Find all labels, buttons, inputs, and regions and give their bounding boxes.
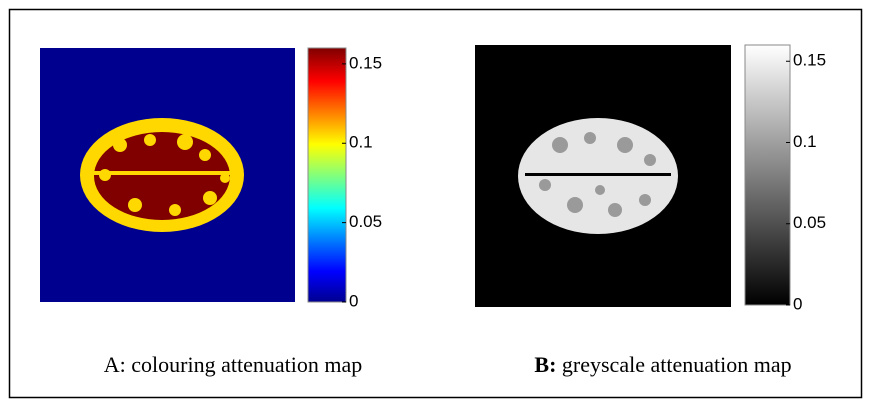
caption-label: B: [534, 352, 556, 377]
colour-map-image [40, 48, 295, 302]
page: {"panels": [ {"caption": "A: colouring a… [0, 0, 872, 407]
caption: A: colouring attenuation map [104, 352, 362, 377]
colorbar-tick-label: 0 [793, 294, 802, 313]
colorbar-tick-label: 0.05 [793, 213, 826, 232]
caption: B: greyscale attenuation map [534, 352, 791, 377]
figure: A: colouring attenuation map B: greyscal… [0, 0, 872, 407]
colorbar-tick-label: 0.1 [349, 133, 373, 152]
colorbar [308, 48, 346, 302]
colorbar-tick-label: 0.15 [349, 53, 382, 72]
caption-text: greyscale attenuation map [562, 352, 792, 377]
colorbar-tick-label: 0.1 [793, 132, 817, 151]
colorbar [745, 45, 790, 305]
greyscale-map-image [475, 45, 731, 307]
colorbar-tick-label: 0.15 [793, 51, 826, 70]
colorbar-tick-label: 0.05 [349, 212, 382, 231]
colorbar-tick-label: 0 [349, 291, 358, 310]
